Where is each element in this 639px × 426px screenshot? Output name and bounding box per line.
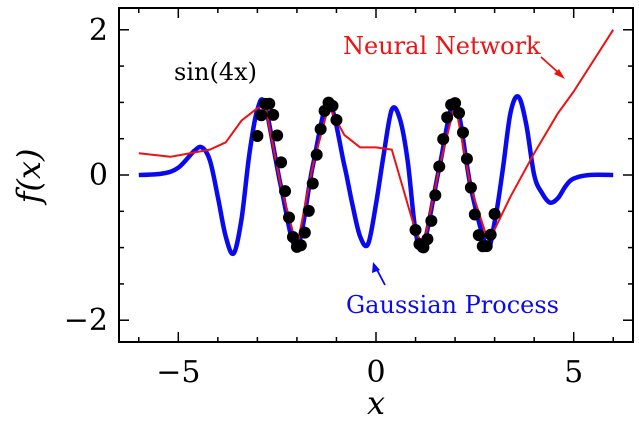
data-point (429, 189, 442, 202)
data-point (437, 133, 450, 146)
x-tick-label: 0 (366, 355, 385, 390)
gaussian-process-line (138, 94, 614, 257)
data-point (306, 177, 319, 190)
x-axis-label: x (367, 384, 385, 422)
y-axis-label: f(x) (10, 149, 48, 206)
neural-network-arrow (540, 56, 565, 79)
data-point (460, 152, 473, 165)
data-point (409, 223, 422, 236)
data-point (468, 208, 481, 221)
data-point (275, 156, 288, 169)
data-point (283, 211, 296, 224)
function-label: sin(4x) (174, 58, 257, 86)
data-point (433, 160, 446, 173)
data-point (286, 231, 299, 244)
data-point (456, 126, 469, 139)
gaussian-process-label: Gaussian Process (346, 291, 559, 319)
y-tick-label: −2 (64, 303, 108, 338)
y-tick-label: 2 (89, 13, 108, 48)
neural-network-label: Neural Network (343, 32, 541, 60)
data-point (271, 129, 284, 142)
data-point (464, 181, 477, 194)
data-point (314, 123, 327, 136)
data-point (425, 214, 438, 227)
data-point (441, 111, 454, 124)
data-point (421, 233, 434, 246)
y-tick-label: 0 (89, 158, 108, 193)
data-point (330, 114, 343, 127)
data-point (255, 109, 268, 122)
data-point (294, 239, 307, 252)
data-point (488, 207, 501, 220)
gaussian-process-arrow (372, 262, 386, 286)
data-point (267, 108, 280, 121)
x-tick-label: −5 (156, 355, 200, 390)
data-point (453, 106, 466, 119)
data-point (449, 97, 462, 110)
data-point (310, 148, 323, 161)
data-point (326, 99, 339, 112)
data-point (298, 226, 311, 239)
data-point (263, 97, 276, 110)
data-point (472, 229, 485, 242)
data-point (302, 204, 315, 217)
x-tick-label: 5 (564, 355, 583, 390)
neural-network-line (138, 29, 615, 248)
data-point (480, 240, 493, 253)
data-point (484, 228, 497, 241)
data-point (251, 130, 264, 143)
data-point (279, 185, 292, 198)
